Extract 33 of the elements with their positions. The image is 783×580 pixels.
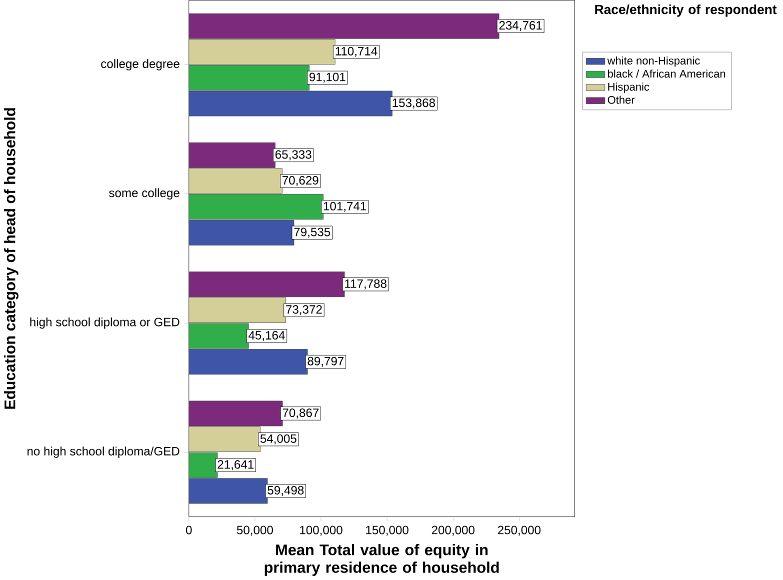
data-label: 79,535 [294, 228, 330, 238]
data-label: 73,372 [286, 305, 322, 316]
legend-label: Other [608, 96, 635, 104]
data-label: 70,629 [282, 176, 318, 186]
x-tick-label: 250,000 [498, 526, 541, 536]
y-tick-label: high school diploma or GED [30, 317, 180, 329]
data-label: 70,867 [282, 408, 319, 418]
x-tick-label: 100,000 [300, 526, 342, 536]
data-label: 91,101 [309, 72, 346, 83]
data-label: 234,761 [499, 21, 542, 32]
data-label: 45,164 [248, 331, 285, 342]
legend-label: white non-Hispanic [607, 56, 700, 67]
data-label: 89,797 [308, 356, 344, 367]
x-tick-label: 50,000 [236, 526, 273, 536]
data-label: 153,868 [392, 98, 436, 109]
x-tick-label: 0 [186, 526, 192, 534]
data-label: 21,641 [218, 460, 254, 470]
data-label: 54,005 [260, 434, 296, 444]
x-tick-label: 150,000 [366, 526, 408, 536]
legend-label: black / African American [608, 70, 726, 78]
y-tick-label: no high school diploma/GED [28, 446, 180, 458]
y-axis-title: Education category of head of household [4, 108, 18, 409]
legend-title: Race/ethnicity of respondent [595, 4, 777, 17]
legend-label: Hispanic [608, 82, 650, 93]
data-label: 59,498 [268, 486, 304, 496]
data-label: 117,788 [345, 279, 386, 290]
x-axis-title: Mean Total value of equity in primary residence of household [264, 544, 499, 576]
y-tick-label: college degree [101, 59, 180, 70]
data-label: 65,333 [276, 150, 312, 160]
x-tick-label: 200,000 [432, 526, 474, 536]
data-label: 101,741 [324, 202, 366, 212]
data-label: 110,714 [336, 46, 378, 57]
y-tick-label: some college [109, 188, 180, 200]
